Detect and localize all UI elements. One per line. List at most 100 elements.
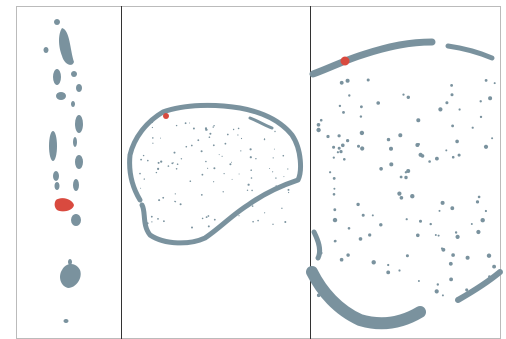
- islet: [491, 137, 494, 140]
- islet: [345, 78, 350, 83]
- islet: [440, 200, 445, 205]
- islet: [175, 168, 178, 170]
- islet: [360, 105, 363, 109]
- islet: [157, 161, 160, 164]
- islet: [213, 218, 216, 221]
- islet: [255, 158, 257, 160]
- islet: [226, 133, 229, 136]
- islet: [237, 134, 239, 136]
- islet: [339, 80, 344, 85]
- islet: [179, 203, 182, 206]
- islet: [201, 173, 204, 176]
- islet: [231, 161, 232, 163]
- islet: [329, 171, 332, 174]
- islet: [192, 127, 195, 130]
- islet: [438, 107, 443, 112]
- island: [71, 71, 77, 77]
- islet: [332, 156, 335, 159]
- islet: [379, 223, 383, 227]
- islet: [488, 275, 491, 278]
- islet: [283, 186, 285, 188]
- islet: [281, 207, 283, 209]
- islet: [275, 185, 277, 187]
- island: [63, 319, 69, 323]
- islet: [264, 212, 266, 214]
- islet: [167, 165, 170, 167]
- islet: [163, 220, 165, 223]
- islet: [333, 208, 337, 212]
- islet: [417, 280, 420, 282]
- panel-detail: [306, 38, 503, 330]
- islet: [257, 219, 259, 222]
- islet: [361, 213, 365, 217]
- islet: [332, 177, 336, 180]
- island: [49, 131, 57, 161]
- islet: [207, 225, 210, 228]
- islet: [339, 150, 343, 154]
- islet: [205, 160, 207, 163]
- island: [53, 171, 59, 181]
- islet: [450, 84, 453, 87]
- islet: [140, 202, 143, 204]
- islet: [455, 234, 460, 239]
- islet: [155, 171, 158, 174]
- islet: [207, 129, 209, 131]
- islet: [386, 137, 391, 142]
- islet: [332, 217, 338, 223]
- islet: [139, 172, 141, 175]
- islet: [343, 158, 346, 161]
- panel-region: [127, 102, 303, 246]
- islet: [249, 156, 252, 159]
- islet: [389, 146, 393, 151]
- islet: [173, 151, 176, 154]
- islet: [176, 163, 179, 165]
- islet: [151, 126, 153, 129]
- coastline: [306, 266, 426, 330]
- map-frame: [16, 6, 501, 339]
- islet: [287, 188, 290, 191]
- islet: [454, 231, 458, 234]
- islet: [269, 168, 271, 169]
- islet: [398, 133, 403, 138]
- islet: [471, 126, 474, 129]
- islet: [493, 82, 496, 85]
- islet: [416, 233, 420, 238]
- islet: [341, 143, 345, 148]
- islet: [152, 142, 154, 144]
- islet: [470, 223, 473, 225]
- highlight-area: [340, 56, 350, 66]
- islet: [480, 218, 485, 223]
- islet: [397, 191, 402, 196]
- islet: [272, 157, 274, 159]
- island: [73, 137, 77, 147]
- islet: [356, 202, 360, 207]
- islet: [438, 209, 441, 212]
- islet: [416, 118, 421, 123]
- coastline: [248, 116, 274, 130]
- islet: [151, 221, 153, 223]
- coastline: [445, 43, 495, 61]
- islet: [402, 93, 405, 96]
- islet: [212, 144, 215, 147]
- island: [43, 47, 49, 53]
- islet: [140, 187, 142, 189]
- islet: [456, 297, 459, 300]
- islet: [428, 160, 431, 163]
- islet: [204, 127, 208, 130]
- islet: [151, 121, 154, 124]
- islet: [445, 149, 448, 152]
- islet: [158, 199, 161, 202]
- islet: [376, 101, 381, 105]
- islet: [437, 234, 440, 237]
- islet: [283, 176, 285, 178]
- islet: [221, 155, 223, 157]
- islet: [399, 175, 403, 179]
- islet: [410, 194, 415, 199]
- islet: [185, 145, 188, 148]
- islet: [348, 94, 351, 97]
- islet: [157, 218, 159, 220]
- islet: [455, 139, 459, 144]
- islet: [150, 215, 153, 218]
- islet: [229, 163, 232, 166]
- island: [71, 101, 75, 107]
